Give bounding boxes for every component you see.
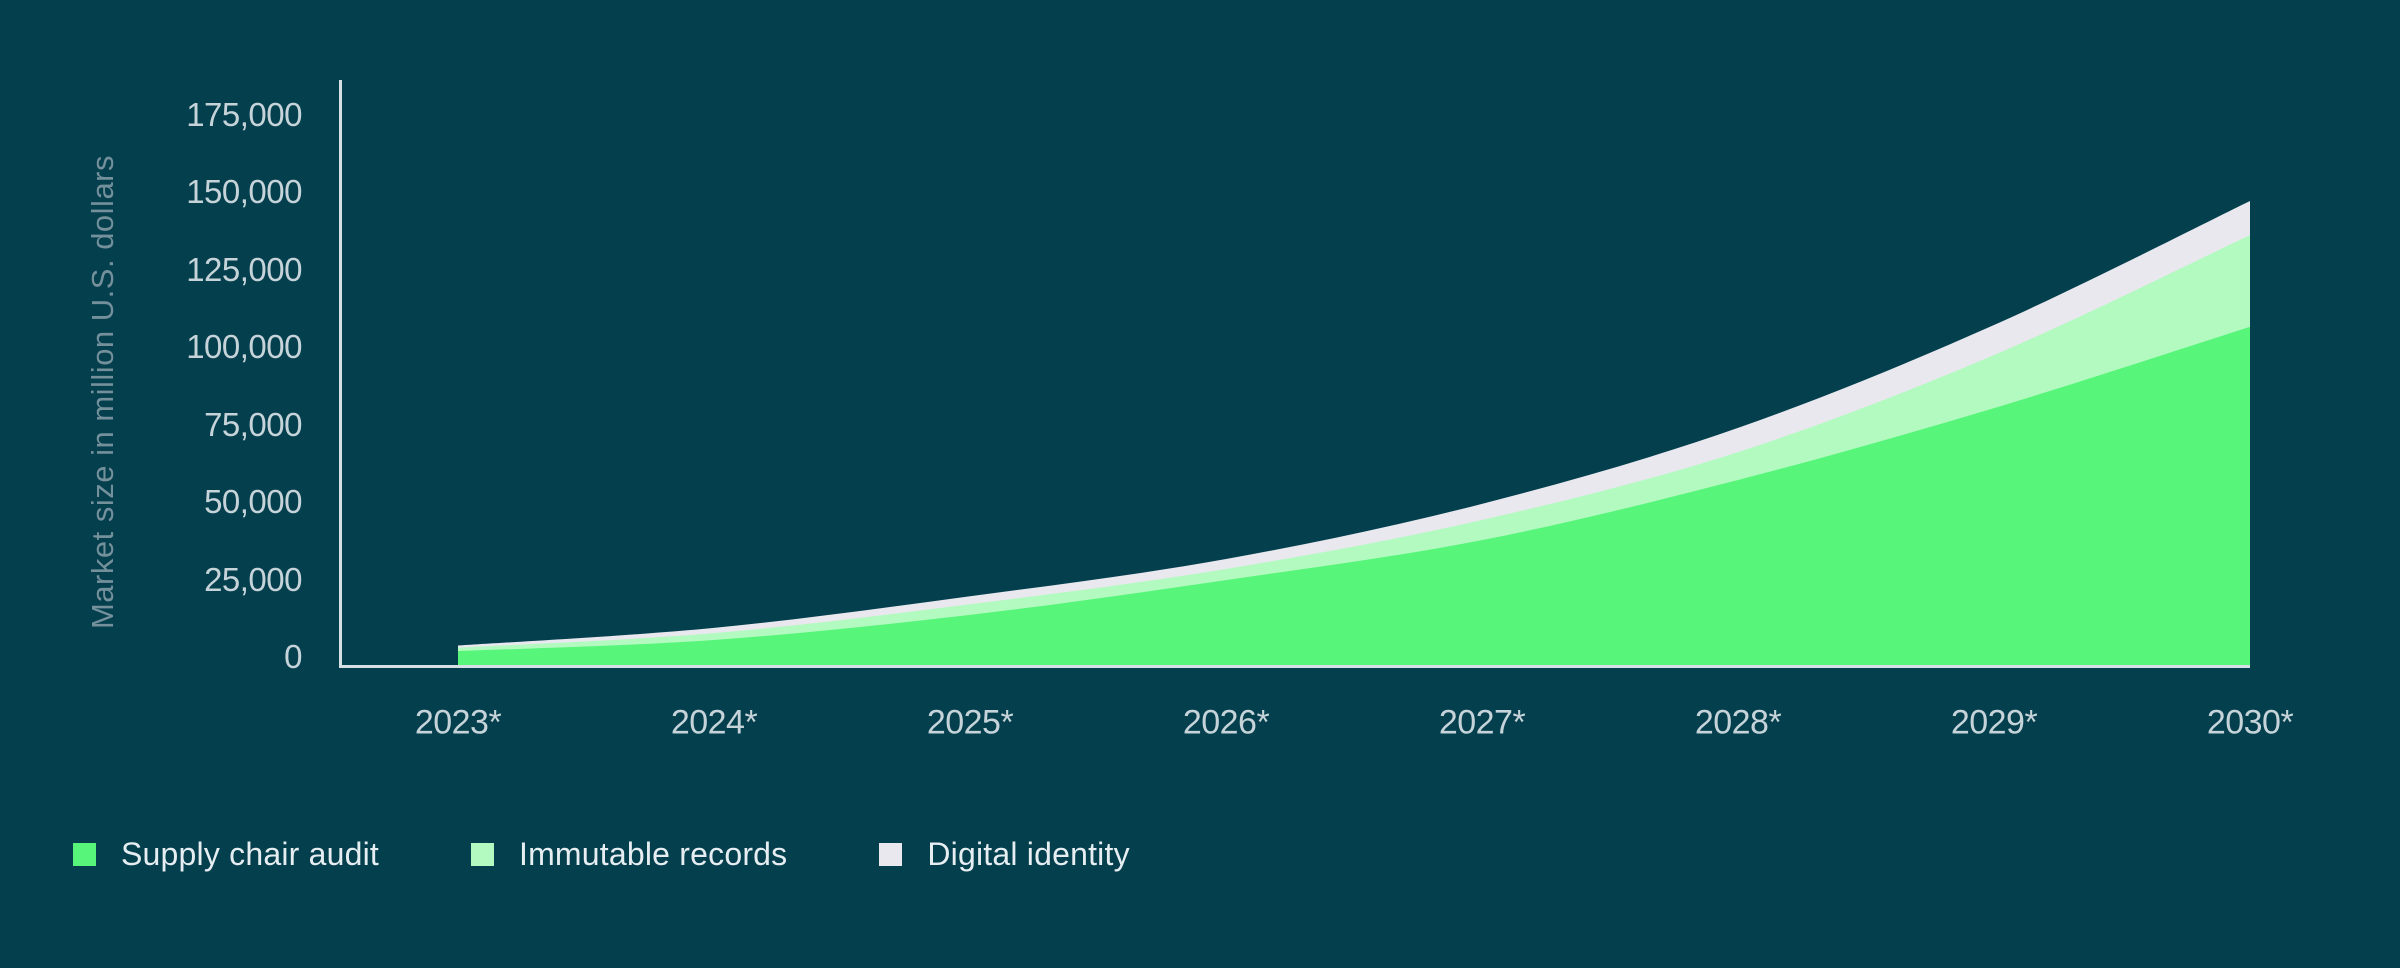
legend-label: Digital identity: [927, 835, 1130, 872]
y-tick-label: 150,000: [186, 173, 302, 210]
y-tick-label: 125,000: [186, 250, 302, 288]
x-axis-label: 2026*: [1182, 703, 1270, 742]
x-axis-line: [339, 665, 2250, 668]
legend-item-digital-identity[interactable]: Digital identity: [879, 832, 1130, 876]
area-supply-chair-audit[interactable]: [458, 326, 2250, 665]
legend-swatch-icon: [73, 842, 96, 866]
y-tick-label: 75,000: [204, 405, 302, 443]
x-axis-label: 2027*: [1438, 703, 1526, 742]
x-axis-label: 2025*: [926, 703, 1014, 742]
legend-swatch-icon: [470, 842, 494, 866]
y-axis-line: [339, 80, 342, 668]
legend-item-supply-chair-audit[interactable]: Supply chair audit: [73, 832, 379, 876]
x-axis-label: 2023*: [414, 703, 502, 742]
x-axis-label: 2030*: [2206, 703, 2294, 742]
y-tick-label: 50,000: [204, 483, 302, 520]
legend-label: Supply chair audit: [121, 835, 379, 872]
y-tick-label: 100,000: [186, 328, 302, 365]
x-axis-label: 2028*: [1694, 703, 1782, 742]
legend-swatch-icon: [879, 842, 903, 866]
x-axis-label: 2029*: [1950, 703, 2038, 742]
chart-legend: Supply chair audit Immutable records Digit…: [73, 832, 1130, 876]
y-tick-label: 0: [284, 638, 302, 675]
legend-label: Immutable records: [518, 835, 788, 872]
y-tick-label: 25,000: [204, 560, 302, 598]
x-axis-label: 2024*: [670, 703, 758, 742]
y-tick-label: 175,000: [186, 95, 302, 133]
legend-item-immutable-records[interactable]: Immutable records: [470, 832, 788, 876]
